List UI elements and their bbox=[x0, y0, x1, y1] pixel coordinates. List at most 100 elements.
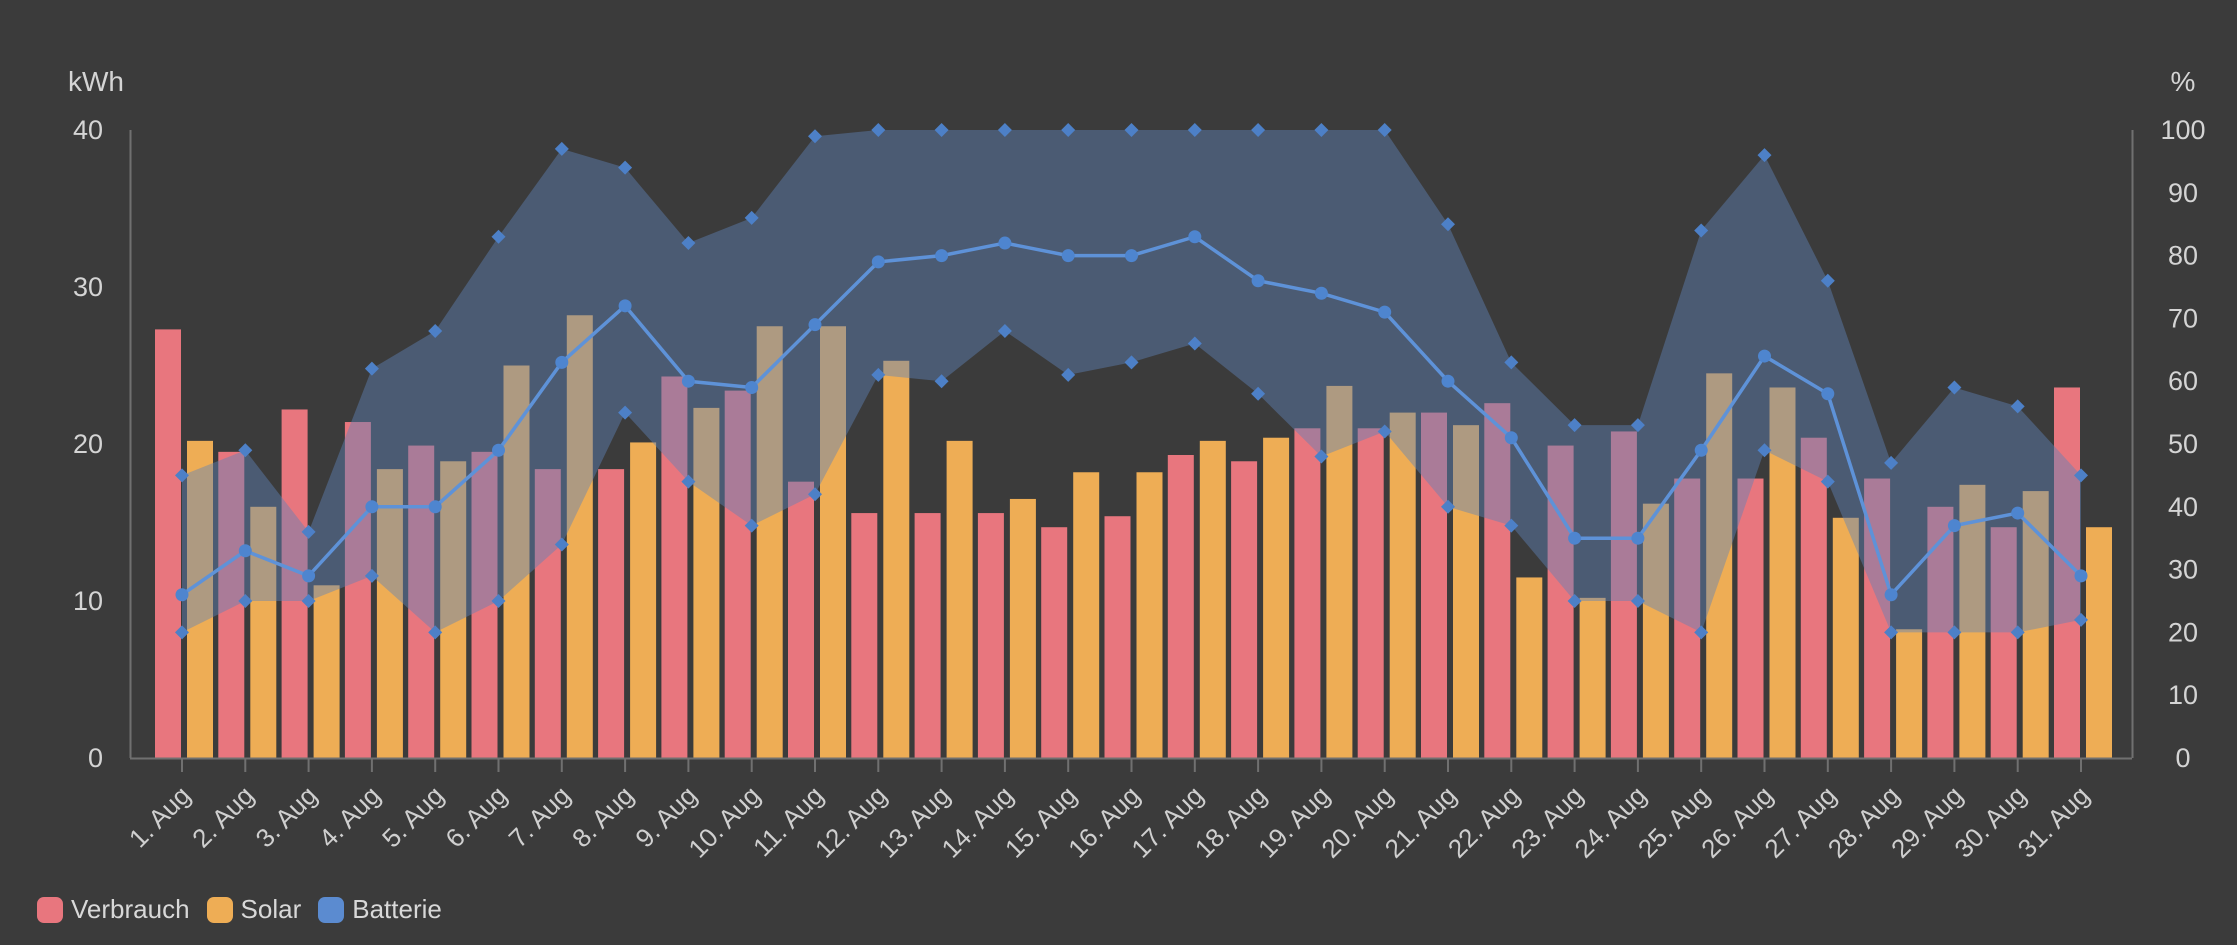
verbrauch-bar[interactable] bbox=[598, 469, 625, 758]
solar-bar[interactable] bbox=[313, 585, 340, 758]
solar-bar[interactable] bbox=[566, 315, 593, 758]
batterie-min-point[interactable] bbox=[175, 625, 189, 640]
solar-bar[interactable] bbox=[820, 326, 846, 758]
batterie-point[interactable] bbox=[175, 588, 189, 602]
solar-bar[interactable] bbox=[376, 469, 403, 758]
batterie-point[interactable] bbox=[2074, 569, 2088, 583]
solar-bar[interactable] bbox=[946, 440, 973, 758]
legend-item-verbrauch[interactable]: Verbrauch bbox=[37, 894, 190, 925]
batterie-min-point[interactable] bbox=[997, 323, 1012, 338]
verbrauch-bar[interactable] bbox=[408, 445, 435, 758]
solar-bar[interactable] bbox=[1832, 517, 1859, 758]
batterie-point[interactable] bbox=[302, 569, 316, 583]
batterie-max-point[interactable] bbox=[238, 443, 253, 458]
batterie-min-point[interactable] bbox=[744, 518, 759, 533]
verbrauch-bar[interactable] bbox=[724, 390, 751, 758]
batterie-min-point[interactable] bbox=[1884, 625, 1899, 640]
batterie-point[interactable] bbox=[1251, 274, 1265, 288]
batterie-max-point[interactable] bbox=[2010, 399, 2025, 414]
solar-bar[interactable] bbox=[630, 442, 657, 758]
verbrauch-bar[interactable] bbox=[1294, 428, 1321, 758]
batterie-point[interactable] bbox=[1821, 387, 1835, 401]
batterie-point[interactable] bbox=[1378, 305, 1392, 319]
verbrauch-bar[interactable] bbox=[1800, 437, 1827, 758]
batterie-max-point[interactable] bbox=[1441, 217, 1455, 232]
batterie-max-point[interactable] bbox=[428, 323, 443, 338]
batterie-max-point[interactable] bbox=[744, 210, 759, 225]
solar-bar[interactable] bbox=[693, 407, 720, 758]
legend-item-solar[interactable]: Solar bbox=[206, 894, 301, 925]
batterie-point[interactable] bbox=[1441, 374, 1455, 388]
batterie-point[interactable] bbox=[428, 500, 442, 514]
batterie-max-point[interactable] bbox=[808, 129, 822, 144]
batterie-max-point[interactable] bbox=[1377, 123, 1392, 137]
batterie-min-point[interactable] bbox=[364, 568, 379, 583]
batterie-max-point[interactable] bbox=[1124, 123, 1139, 137]
solar-bar[interactable] bbox=[250, 506, 277, 758]
batterie-point[interactable] bbox=[618, 299, 632, 313]
batterie-max-point[interactable] bbox=[997, 123, 1012, 137]
batterie-min-point[interactable] bbox=[1567, 594, 1582, 608]
batterie-point[interactable] bbox=[555, 355, 569, 369]
batterie-min-point[interactable] bbox=[238, 594, 253, 608]
solar-bar[interactable] bbox=[1642, 503, 1669, 758]
solar-bar[interactable] bbox=[187, 440, 213, 758]
verbrauch-bar[interactable] bbox=[1167, 454, 1194, 758]
solar-bar[interactable] bbox=[1009, 498, 1036, 758]
verbrauch-bar[interactable] bbox=[1674, 478, 1701, 758]
batterie-point[interactable] bbox=[1125, 249, 1138, 263]
verbrauch-bar[interactable] bbox=[534, 469, 561, 758]
batterie-min-point[interactable] bbox=[1757, 443, 1772, 458]
verbrauch-bar[interactable] bbox=[281, 409, 308, 758]
batterie-point[interactable] bbox=[681, 374, 695, 388]
batterie-max-point[interactable] bbox=[1061, 123, 1076, 137]
batterie-point[interactable] bbox=[745, 380, 759, 394]
batterie-point[interactable] bbox=[1631, 531, 1645, 545]
batterie-min-point[interactable] bbox=[1820, 474, 1835, 489]
batterie-min-point[interactable] bbox=[934, 374, 949, 389]
batterie-point[interactable] bbox=[1694, 443, 1708, 457]
batterie-point[interactable] bbox=[1314, 286, 1328, 300]
verbrauch-bar[interactable] bbox=[1484, 403, 1511, 758]
batterie-min-point[interactable] bbox=[1694, 625, 1709, 640]
batterie-point[interactable] bbox=[238, 544, 252, 558]
batterie-min-point[interactable] bbox=[808, 487, 822, 502]
solar-bar[interactable] bbox=[1769, 387, 1796, 758]
batterie-max-point[interactable] bbox=[1314, 123, 1329, 137]
batterie-max-point[interactable] bbox=[2074, 468, 2088, 483]
batterie-point[interactable] bbox=[1568, 531, 1582, 545]
solar-bar[interactable] bbox=[2022, 491, 2049, 758]
batterie-point[interactable] bbox=[808, 318, 822, 332]
solar-bar[interactable] bbox=[2086, 527, 2112, 758]
batterie-max-point[interactable] bbox=[1187, 123, 1202, 137]
solar-bar[interactable] bbox=[1263, 437, 1290, 758]
batterie-min-point[interactable] bbox=[491, 594, 506, 608]
verbrauch-bar[interactable] bbox=[851, 513, 878, 758]
solar-bar[interactable] bbox=[1959, 484, 1986, 758]
verbrauch-bar[interactable] bbox=[1737, 478, 1764, 758]
verbrauch-bar[interactable] bbox=[1610, 431, 1637, 758]
batterie-max-point[interactable] bbox=[554, 141, 569, 156]
verbrauch-bar[interactable] bbox=[1041, 527, 1068, 758]
verbrauch-bar[interactable] bbox=[1357, 428, 1384, 758]
batterie-point[interactable] bbox=[492, 443, 505, 457]
verbrauch-bar[interactable] bbox=[914, 513, 941, 758]
batterie-point[interactable] bbox=[1061, 249, 1075, 263]
batterie-max-point[interactable] bbox=[1947, 380, 1962, 395]
legend-item-batterie[interactable]: Batterie bbox=[318, 894, 442, 925]
solar-bar[interactable] bbox=[756, 326, 783, 758]
verbrauch-bar[interactable] bbox=[1421, 412, 1447, 758]
verbrauch-bar[interactable] bbox=[1231, 461, 1258, 758]
batterie-min-point[interactable] bbox=[1441, 499, 1455, 514]
batterie-min-point[interactable] bbox=[1504, 518, 1519, 533]
batterie-point[interactable] bbox=[871, 255, 885, 269]
solar-bar[interactable] bbox=[1516, 577, 1543, 758]
batterie-min-point[interactable] bbox=[1187, 336, 1202, 351]
verbrauch-bar[interactable] bbox=[788, 481, 814, 758]
batterie-min-point[interactable] bbox=[1124, 355, 1139, 370]
verbrauch-bar[interactable] bbox=[155, 329, 181, 758]
verbrauch-bar[interactable] bbox=[1990, 527, 2017, 758]
batterie-max-point[interactable] bbox=[1251, 123, 1266, 137]
batterie-min-point[interactable] bbox=[1314, 449, 1329, 464]
batterie-point[interactable] bbox=[998, 236, 1012, 250]
